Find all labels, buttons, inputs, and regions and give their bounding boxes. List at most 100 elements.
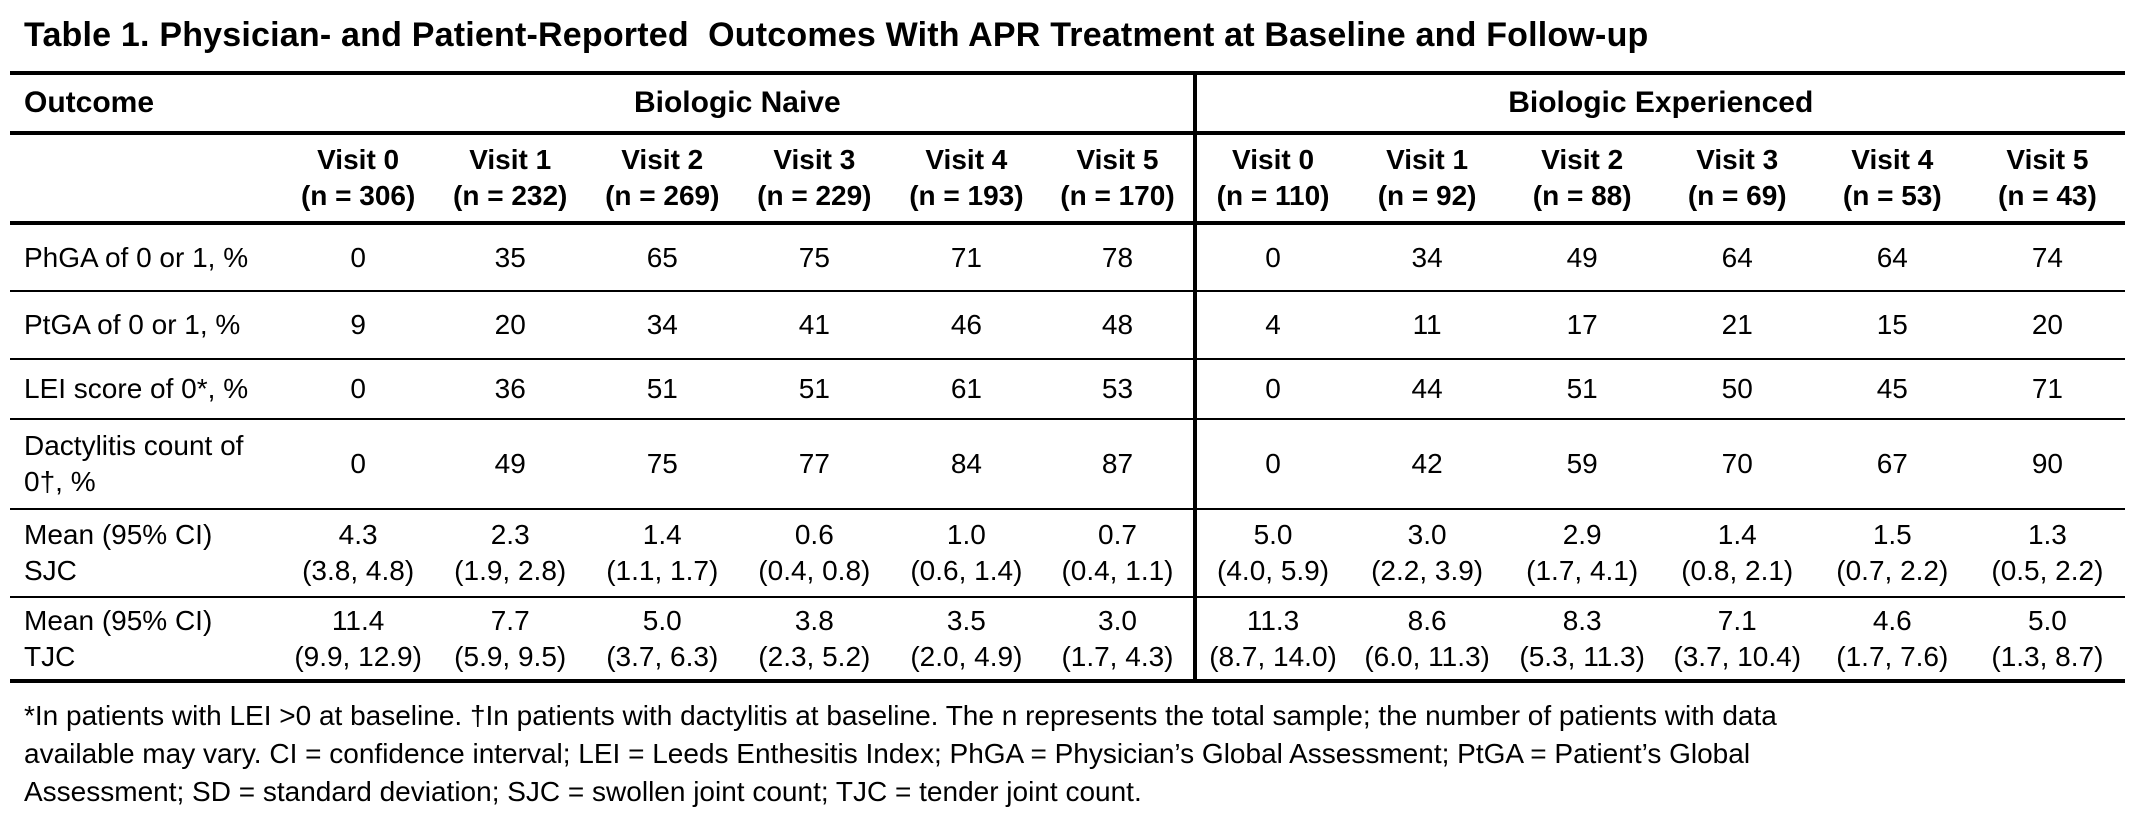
data-cell: 1.5 (0.7, 2.2)	[1836, 519, 1949, 586]
data-cell: 48	[1101, 309, 1134, 341]
group-header-biologic-naive: Biologic Naive	[282, 73, 1195, 135]
data-cell: 2.3 (1.9, 2.8)	[454, 519, 567, 586]
data-cell: 75	[646, 448, 678, 480]
data-cell: 0	[350, 241, 366, 273]
table-row-ptga: PtGA of 0 or 1, % 9 20 34 41 46 48 4 11 …	[10, 291, 2125, 359]
row-label-sjc: Mean (95% CI) SJC	[24, 519, 213, 586]
data-cell: 21	[1721, 309, 1753, 341]
row-label-ptga: PtGA of 0 or 1, %	[24, 309, 241, 341]
data-cell: 20	[2031, 309, 2063, 341]
data-cell: 70	[1721, 448, 1753, 480]
table-row-lei: LEI score of 0*, % 0 36 51 51 61 53 0 44…	[10, 359, 2125, 419]
data-cell: 15	[1876, 309, 1908, 341]
data-cell: 8.6 (6.0, 11.3)	[1364, 604, 1490, 672]
data-cell: 1.3 (0.5, 2.2)	[1991, 519, 2104, 586]
data-cell: 49	[494, 448, 526, 480]
outcome-column-header: Outcome	[10, 73, 283, 135]
group-header-biologic-experienced: Biologic Experienced	[1192, 73, 2125, 135]
data-cell: 3.8 (2.3, 5.2)	[758, 604, 871, 672]
table-row-phga: PhGA of 0 or 1, % 0 35 65 75 71 78 0 34 …	[10, 223, 2125, 291]
data-cell: 5.0 (4.0, 5.9)	[1192, 509, 1350, 597]
table-row-tjc: Mean (95% CI) TJC 11.4 (9.9, 12.9) 7.7 (…	[10, 597, 2125, 681]
data-cell: 0	[1192, 359, 1350, 419]
data-cell: 7.1 (3.7, 10.4)	[1673, 604, 1802, 672]
data-cell: 8.3 (5.3, 11.3)	[1519, 604, 1645, 672]
data-cell: 7.7 (5.9, 9.5)	[454, 604, 567, 672]
data-cell: 0	[1192, 419, 1350, 509]
data-cell: 71	[2031, 373, 2063, 405]
visit-header-naive-5: Visit 5 (n = 170)	[1042, 133, 1195, 225]
data-cell: 2.9 (1.7, 4.1)	[1526, 519, 1639, 586]
data-cell: 3.5 (2.0, 4.9)	[910, 604, 1023, 672]
data-cell: 36	[494, 373, 526, 405]
data-cell: 35	[494, 241, 526, 273]
data-cell: 0.7 (0.4, 1.1)	[1061, 519, 1174, 586]
visit-header-row: Visit 0 (n = 306) Visit 1 (n = 232) Visi…	[10, 133, 2125, 225]
data-cell: 61	[950, 373, 982, 405]
data-cell: 53	[1101, 373, 1134, 405]
table-row-dactylitis: Dactylitis count of 0†, % 0 49 75 77 84 …	[10, 419, 2125, 509]
data-cell: 3.0 (2.2, 3.9)	[1371, 519, 1484, 586]
footnote: *In patients with LEI >0 at baseline. †I…	[24, 700, 1777, 808]
visit-header-experienced-0: Visit 0 (n = 110)	[1192, 133, 1350, 225]
table-title: Table 1. Physician- and Patient-Reported…	[24, 16, 1649, 54]
data-cell: 4.3 (3.8, 4.8)	[302, 519, 415, 586]
data-cell: 5.0 (3.7, 6.3)	[606, 604, 719, 672]
data-cell: 87	[1101, 448, 1134, 480]
row-label-tjc: Mean (95% CI) TJC	[24, 604, 213, 672]
data-cell: 1.0 (0.6, 1.4)	[910, 519, 1023, 586]
data-cell: 65	[646, 241, 678, 273]
data-cell: 77	[798, 448, 830, 480]
data-cell: 4.6 (1.7, 7.6)	[1836, 604, 1949, 672]
data-cell: 0	[1192, 223, 1350, 291]
data-cell: 51	[646, 373, 678, 405]
data-cell: 1.4 (0.8, 2.1)	[1681, 519, 1794, 586]
row-label-lei: LEI score of 0*, %	[24, 373, 249, 405]
visit-header-spacer	[10, 133, 283, 225]
data-cell: 9	[350, 309, 366, 341]
data-cell: 50	[1721, 373, 1753, 405]
data-cell: 71	[950, 241, 982, 273]
data-cell: 59	[1566, 448, 1598, 480]
visit-header-experienced-2: Visit 2 (n = 88)	[1504, 133, 1660, 225]
data-cell: 51	[1566, 373, 1598, 405]
data-cell: 34	[1411, 241, 1443, 273]
visit-header-naive-0: Visit 0 (n = 306)	[282, 133, 435, 225]
data-cell: 11.4 (9.9, 12.9)	[294, 604, 422, 672]
data-cell: 46	[950, 309, 982, 341]
data-cell: 11	[1412, 309, 1442, 341]
visit-header-experienced-3: Visit 3 (n = 69)	[1659, 133, 1815, 225]
data-cell: 41	[798, 309, 830, 341]
data-cell: 5.0 (1.3, 8.7)	[1991, 604, 2104, 672]
data-cell: 49	[1566, 241, 1598, 273]
data-cell: 0	[350, 448, 366, 480]
data-cell: 64	[1721, 241, 1753, 273]
data-cell: 44	[1411, 373, 1443, 405]
visit-header-experienced-1: Visit 1 (n = 92)	[1349, 133, 1505, 225]
data-cell: 64	[1876, 241, 1908, 273]
data-cell: 90	[2031, 448, 2063, 480]
group-header-row: Outcome Biologic Naive Biologic Experien…	[10, 73, 2125, 135]
data-cell: 42	[1411, 448, 1443, 480]
data-cell: 84	[950, 448, 982, 480]
data-cell: 4	[1192, 291, 1350, 359]
data-cell: 51	[798, 373, 830, 405]
visit-header-experienced-4: Visit 4 (n = 53)	[1814, 133, 1970, 225]
data-cell: 11.3 (8.7, 14.0)	[1192, 597, 1350, 681]
row-label-phga: PhGA of 0 or 1, %	[24, 241, 249, 273]
visit-header-naive-1: Visit 1 (n = 232)	[434, 133, 587, 225]
visit-header-naive-3: Visit 3 (n = 229)	[738, 133, 891, 225]
data-cell: 78	[1101, 241, 1134, 273]
data-cell: 17	[1566, 309, 1598, 341]
data-cell: 0	[350, 373, 366, 405]
visit-header-naive-2: Visit 2 (n = 269)	[586, 133, 739, 225]
visit-header-experienced-5: Visit 5 (n = 43)	[1969, 133, 2125, 225]
data-cell: 0.6 (0.4, 0.8)	[758, 519, 871, 586]
data-cell: 1.4 (1.1, 1.7)	[606, 519, 719, 586]
data-cell: 34	[646, 309, 678, 341]
data-cell: 75	[798, 241, 830, 273]
outcomes-table: Outcome Biologic Naive Biologic Experien…	[10, 71, 2125, 683]
visit-header-naive-4: Visit 4 (n = 193)	[890, 133, 1043, 225]
data-cell: 3.0 (1.7, 4.3)	[1061, 604, 1174, 672]
